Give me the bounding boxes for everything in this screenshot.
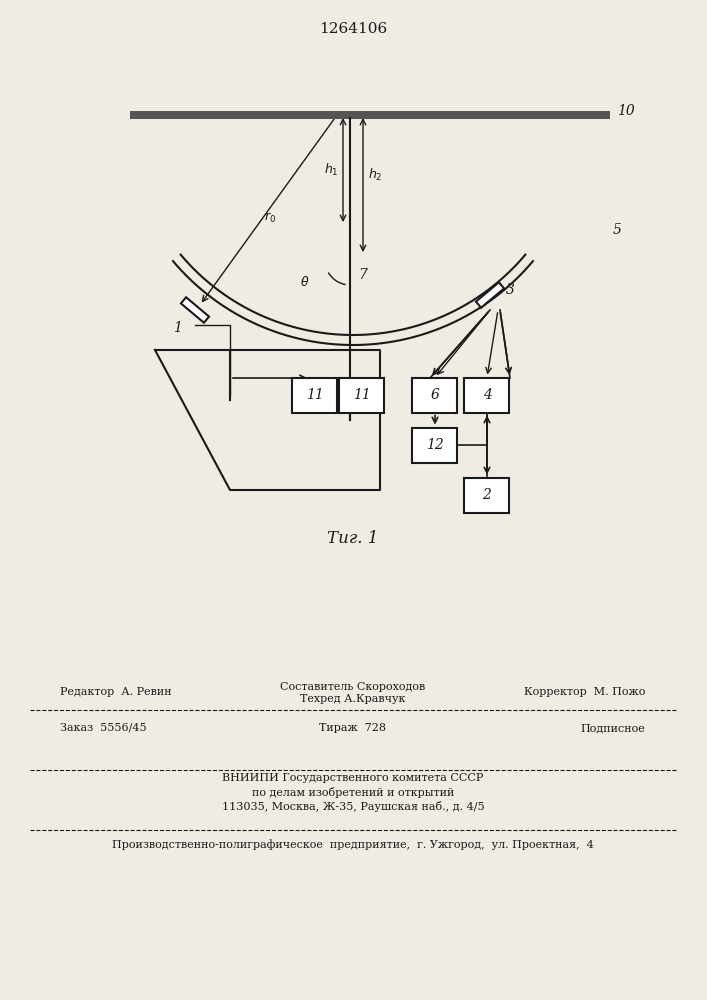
Text: $r_0$: $r_0$ (264, 211, 276, 225)
Text: 3: 3 (506, 283, 515, 297)
Bar (412, 377, 457, 412)
Text: Тираж  728: Тираж 728 (320, 723, 387, 733)
Bar (293, 377, 337, 412)
Bar (464, 377, 510, 412)
Bar (464, 478, 510, 512)
Text: ВНИИПИ Государственного комитета СССР: ВНИИПИ Государственного комитета СССР (222, 773, 484, 783)
Text: 12: 12 (426, 438, 444, 452)
Text: 6: 6 (431, 388, 440, 402)
Text: Редактор  А. Ревин: Редактор А. Ревин (60, 687, 172, 697)
Text: $h_2$: $h_2$ (368, 167, 382, 183)
Text: 4: 4 (483, 388, 491, 402)
Bar (412, 428, 457, 462)
Text: 1: 1 (173, 321, 182, 335)
Polygon shape (181, 297, 209, 323)
Bar (339, 377, 385, 412)
Text: 7: 7 (358, 268, 367, 282)
Text: 11: 11 (353, 388, 371, 402)
Text: 5: 5 (613, 223, 622, 237)
Text: Τиг. 1: Τиг. 1 (327, 530, 379, 547)
Text: 1264106: 1264106 (319, 22, 387, 36)
Text: 10: 10 (617, 104, 635, 118)
Text: 11: 11 (306, 388, 324, 402)
Text: по делам изобретений и открытий: по делам изобретений и открытий (252, 786, 454, 798)
Text: 113035, Москва, Ж-35, Раушская наб., д. 4/5: 113035, Москва, Ж-35, Раушская наб., д. … (222, 802, 484, 812)
Text: Корректор  М. Пожо: Корректор М. Пожо (524, 687, 645, 697)
Text: Заказ  5556/45: Заказ 5556/45 (60, 723, 146, 733)
Polygon shape (476, 282, 504, 308)
Text: $\theta$: $\theta$ (300, 275, 310, 289)
Text: Подписное: Подписное (580, 723, 645, 733)
Bar (130, 111, 610, 119)
Text: Составитель Скороходов
Техред А.Кравчук: Составитель Скороходов Техред А.Кравчук (281, 682, 426, 704)
Text: 2: 2 (483, 488, 491, 502)
Text: $h_1$: $h_1$ (324, 162, 339, 178)
Text: Производственно-полиграфическое  предприятие,  г. Ужгород,  ул. Проектная,  4: Производственно-полиграфическое предприя… (112, 840, 594, 850)
